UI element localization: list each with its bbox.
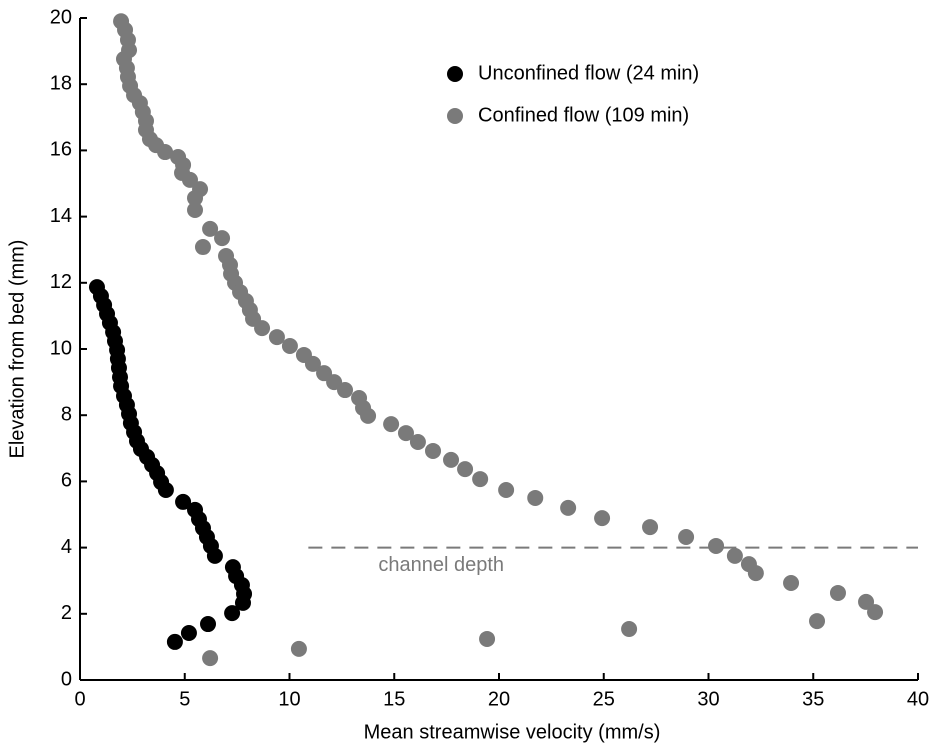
y-tick-label: 18 [50,72,72,94]
data-point [594,510,611,527]
data-point [726,547,743,564]
x-tick-label: 0 [74,688,85,710]
data-point [809,613,826,630]
data-point [254,320,271,337]
data-point [472,471,489,488]
data-point [157,144,174,161]
data-point [829,584,846,601]
data-point [157,482,174,499]
data-point [747,565,764,582]
data-point [290,640,307,657]
data-point [234,594,251,611]
data-point [187,201,204,218]
data-point [281,338,298,355]
data-point [527,489,544,506]
data-point [194,239,211,256]
data-point [479,630,496,647]
y-tick-label: 2 [61,602,72,624]
y-tick-label: 4 [61,536,72,558]
legend-marker [447,66,463,82]
data-point [187,190,204,207]
reference-label: channel depth [378,554,504,576]
y-tick-label: 10 [50,337,72,359]
data-point [175,493,192,510]
x-tick-label: 20 [488,688,510,710]
y-tick-label: 12 [50,271,72,293]
data-point [425,442,442,459]
x-tick-label: 10 [278,688,300,710]
y-tick-label: 6 [61,470,72,492]
y-tick-label: 0 [61,668,72,690]
data-point [457,461,474,478]
data-point [337,382,354,399]
data-point [180,624,197,641]
data-point [360,407,377,424]
x-tick-label: 30 [697,688,719,710]
data-point [202,220,219,237]
x-tick-label: 15 [383,688,405,710]
data-point [443,451,460,468]
data-point [206,547,223,564]
data-point [498,482,515,499]
legend-label: Unconfined flow (24 min) [478,62,699,84]
y-tick-label: 20 [50,6,72,28]
data-point [166,633,183,650]
data-point [867,604,884,621]
x-tick-label: 35 [802,688,824,710]
data-point [304,355,321,372]
x-tick-label: 40 [907,688,929,710]
data-point [214,230,231,247]
data-point [200,616,217,633]
data-point [383,416,400,433]
data-point [678,529,695,546]
data-point [858,593,875,610]
data-point [181,171,198,188]
data-point [202,650,219,667]
data-point [560,499,577,516]
y-tick-label: 8 [61,403,72,425]
legend-label: Confined flow (109 min) [478,104,689,126]
data-point [397,425,414,442]
y-tick-label: 16 [50,139,72,161]
legend-marker [447,108,463,124]
data-point [642,519,659,536]
y-axis-label: Elevation from bed (mm) [6,240,28,459]
data-point [268,329,285,346]
y-tick-label: 14 [50,205,72,227]
data-point [783,575,800,592]
x-tick-label: 5 [179,688,190,710]
data-point [621,621,638,638]
x-tick-label: 25 [593,688,615,710]
x-axis-label: Mean streamwise velocity (mm/s) [364,721,661,743]
data-point [224,605,241,622]
data-point [708,537,725,554]
data-point [409,434,426,451]
